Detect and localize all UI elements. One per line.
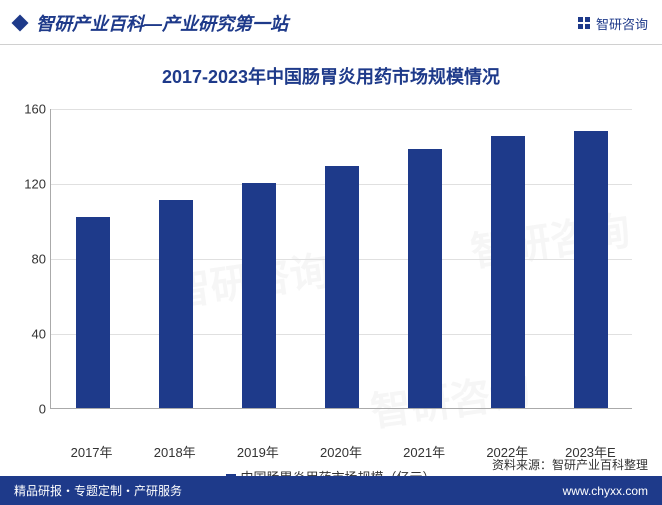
bar-slot: [383, 109, 466, 408]
x-tick-label: 2018年: [133, 442, 216, 461]
chart-area: 智研咨询 智研咨询 智研咨询 04080120160 2017年2018年201…: [50, 109, 632, 439]
header-title: 智研产业百科—产业研究第一站: [36, 10, 288, 36]
y-tick-label: 40: [32, 327, 46, 342]
chart-title: 2017-2023年中国肠胃炎用药市场规模情况: [0, 63, 662, 89]
bar-slot: [466, 109, 549, 408]
bar: [408, 149, 442, 408]
bar: [325, 166, 359, 408]
plot-region: [50, 109, 632, 409]
y-tick-label: 120: [24, 177, 46, 192]
bar: [76, 217, 110, 408]
bar-slot: [300, 109, 383, 408]
x-tick-label: 2017年: [50, 442, 133, 461]
header-brand: 智研咨询: [576, 14, 648, 33]
brand-text: 智研咨询: [596, 14, 648, 33]
footer-left: 精品研报・专题定制・产研服务: [14, 482, 182, 499]
footer-right: www.chyxx.com: [563, 484, 648, 498]
bar: [491, 136, 525, 408]
diamond-icon: [12, 15, 29, 32]
bar: [159, 200, 193, 408]
source-label: 资料来源：: [492, 458, 552, 472]
footer-bar: 精品研报・专题定制・产研服务 www.chyxx.com: [0, 476, 662, 505]
bar: [242, 183, 276, 408]
source-line: 资料来源：智研产业百科整理: [492, 456, 648, 473]
bars-container: [51, 109, 632, 408]
bar: [574, 131, 608, 409]
y-tick-label: 0: [39, 402, 46, 417]
bar-slot: [217, 109, 300, 408]
x-tick-label: 2020年: [299, 442, 382, 461]
bar-slot: [51, 109, 134, 408]
source-value: 智研产业百科整理: [552, 458, 648, 472]
header-left: 智研产业百科—产业研究第一站: [14, 10, 288, 36]
y-tick-label: 80: [32, 252, 46, 267]
y-axis: 04080120160: [20, 109, 50, 409]
x-tick-label: 2021年: [383, 442, 466, 461]
bar-slot: [549, 109, 632, 408]
logo-icon: [576, 15, 592, 31]
y-tick-label: 160: [24, 102, 46, 117]
header-bar: 智研产业百科—产业研究第一站 智研咨询: [0, 0, 662, 45]
x-tick-label: 2019年: [216, 442, 299, 461]
bar-slot: [134, 109, 217, 408]
